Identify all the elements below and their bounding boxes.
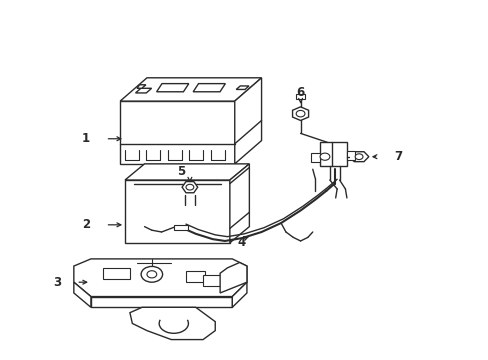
- Polygon shape: [292, 107, 308, 121]
- Polygon shape: [173, 225, 188, 230]
- Polygon shape: [185, 271, 205, 282]
- Polygon shape: [320, 142, 346, 166]
- Polygon shape: [130, 307, 215, 339]
- Polygon shape: [295, 94, 305, 99]
- Circle shape: [296, 111, 305, 117]
- Polygon shape: [234, 78, 261, 164]
- Polygon shape: [120, 78, 261, 101]
- Polygon shape: [91, 297, 232, 307]
- Polygon shape: [236, 86, 248, 89]
- Text: 2: 2: [82, 218, 90, 231]
- Circle shape: [185, 184, 193, 190]
- Polygon shape: [156, 84, 188, 92]
- Polygon shape: [120, 101, 234, 164]
- Text: 1: 1: [82, 132, 90, 145]
- Polygon shape: [125, 180, 229, 243]
- Polygon shape: [203, 275, 222, 286]
- Polygon shape: [193, 84, 225, 92]
- Polygon shape: [74, 282, 91, 307]
- Polygon shape: [348, 152, 368, 162]
- Polygon shape: [103, 268, 130, 279]
- Polygon shape: [182, 181, 197, 193]
- Text: 6: 6: [296, 86, 304, 99]
- Text: 7: 7: [393, 150, 401, 163]
- Polygon shape: [135, 88, 151, 93]
- Polygon shape: [137, 85, 145, 88]
- Text: 3: 3: [53, 276, 61, 289]
- Circle shape: [141, 266, 162, 282]
- Polygon shape: [229, 164, 249, 243]
- Circle shape: [320, 153, 329, 160]
- Polygon shape: [311, 153, 320, 162]
- Circle shape: [147, 271, 157, 278]
- Text: 4: 4: [238, 236, 245, 249]
- Polygon shape: [74, 259, 246, 297]
- Text: 5: 5: [177, 165, 185, 177]
- Polygon shape: [232, 282, 246, 307]
- Polygon shape: [125, 164, 249, 180]
- Polygon shape: [346, 151, 354, 160]
- Circle shape: [354, 154, 362, 159]
- Polygon shape: [220, 262, 246, 293]
